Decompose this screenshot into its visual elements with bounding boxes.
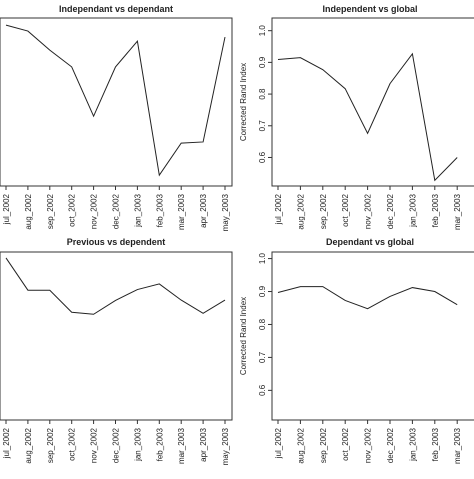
x-tick-label: jan_2003 bbox=[408, 427, 417, 461]
plot-box bbox=[0, 251, 233, 421]
x-tick-label: nov_2002 bbox=[364, 427, 373, 463]
y-tick-label: 0.9 bbox=[258, 285, 267, 297]
x-tick-label: sep_2002 bbox=[46, 193, 55, 229]
panel-title: Previous vs dependent bbox=[67, 237, 166, 247]
y-axis-label: Corrected Rand Index bbox=[239, 63, 248, 141]
x-tick-label: jan_2003 bbox=[408, 193, 417, 227]
x-tick-label: nov_2002 bbox=[364, 193, 373, 229]
y-tick-label: 0.6 bbox=[258, 151, 267, 163]
x-tick-label: jul_2002 bbox=[274, 193, 283, 225]
x-tick-label: oct_2002 bbox=[341, 193, 350, 226]
panel-title: Dependant vs global bbox=[326, 237, 414, 247]
x-tick-label: oct_2002 bbox=[68, 427, 77, 460]
y-tick-label: 1.0 bbox=[258, 252, 267, 264]
x-tick-label: aug_2002 bbox=[296, 193, 305, 229]
y-tick-label: 0.9 bbox=[258, 56, 267, 68]
x-tick-label: mar_2003 bbox=[177, 193, 186, 230]
data-line bbox=[5, 257, 226, 315]
data-line bbox=[5, 24, 226, 177]
plot-box bbox=[0, 17, 233, 187]
y-tick-label: 0.6 bbox=[258, 384, 267, 396]
panel: Independant vs dependant jul_2002 aug_2002… bbox=[0, 4, 233, 231]
y-tick-label: 0.8 bbox=[258, 318, 267, 330]
y-tick-label: 0.7 bbox=[258, 120, 267, 132]
data-line bbox=[277, 52, 458, 182]
x-tick-label: nov_2002 bbox=[90, 193, 99, 229]
x-tick-label: may_2003 bbox=[221, 427, 230, 465]
panel: Dependant vs global jul_2002 aug_2002 sep_2… bbox=[239, 237, 474, 464]
x-tick-label: dec_2002 bbox=[386, 193, 395, 229]
x-tick-label: jul_2002 bbox=[274, 427, 283, 459]
x-tick-label: dec_2002 bbox=[386, 427, 395, 463]
x-tick-label: feb_2003 bbox=[431, 427, 440, 461]
x-tick-label: dec_2002 bbox=[112, 427, 121, 463]
x-tick-label: dec_2002 bbox=[112, 193, 121, 229]
x-tick-label: oct_2002 bbox=[341, 427, 350, 460]
y-axis-label: Corrected Rand Index bbox=[239, 297, 248, 375]
y-tick-label: 1.0 bbox=[258, 25, 267, 37]
x-tick-label: jul_2002 bbox=[2, 193, 11, 225]
x-tick-label: jan_2003 bbox=[133, 193, 142, 227]
x-tick-label: may_2003 bbox=[221, 193, 230, 231]
x-tick-label: nov_2002 bbox=[90, 427, 99, 463]
x-tick-label: jul_2002 bbox=[2, 427, 11, 459]
x-tick-label: feb_2003 bbox=[431, 193, 440, 227]
x-tick-label: feb_2003 bbox=[155, 193, 164, 227]
x-tick-label: apr_2003 bbox=[199, 193, 208, 227]
panel-title: Independant vs dependant bbox=[59, 4, 173, 14]
x-tick-label: apr_2003 bbox=[199, 427, 208, 461]
x-tick-label: aug_2002 bbox=[24, 193, 33, 229]
x-tick-label: sep_2002 bbox=[319, 193, 328, 229]
x-tick-label: mar_2003 bbox=[453, 193, 462, 230]
x-tick-label: jan_2003 bbox=[133, 427, 142, 461]
data-line bbox=[277, 286, 458, 310]
x-tick-label: sep_2002 bbox=[46, 427, 55, 463]
x-tick-label: aug_2002 bbox=[24, 427, 33, 463]
y-tick-label: 0.7 bbox=[258, 351, 267, 363]
x-tick-label: aug_2002 bbox=[296, 427, 305, 463]
x-tick-label: mar_2003 bbox=[453, 427, 462, 464]
panel: Independent vs global jul_2002 aug_2002 sep… bbox=[239, 4, 474, 230]
panel: Previous vs dependent jul_2002 aug_2002 sep… bbox=[0, 237, 233, 465]
x-tick-label: oct_2002 bbox=[68, 193, 77, 226]
plot-box bbox=[271, 251, 474, 421]
panel-title: Independent vs global bbox=[322, 4, 417, 14]
x-tick-label: sep_2002 bbox=[319, 427, 328, 463]
y-tick-label: 0.8 bbox=[258, 88, 267, 100]
x-tick-label: feb_2003 bbox=[155, 427, 164, 461]
plot-box bbox=[271, 17, 474, 187]
x-tick-label: mar_2003 bbox=[177, 427, 186, 464]
